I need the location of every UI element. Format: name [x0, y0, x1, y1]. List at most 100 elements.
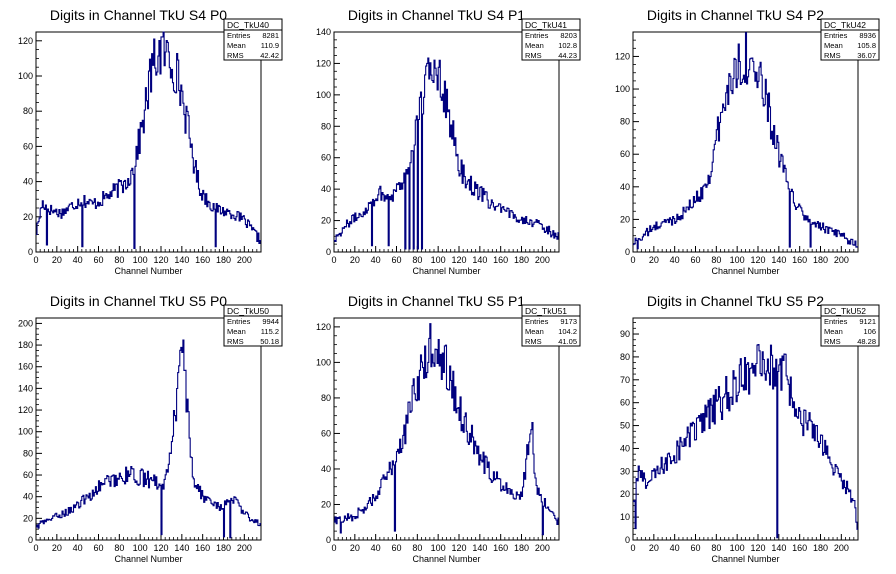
stats-row-value: 110.9 [261, 41, 279, 50]
y-zero-label: 0 [625, 535, 630, 545]
y-tick-label: 80 [23, 448, 33, 458]
x-tick-label: 0 [630, 543, 635, 553]
stats-row-label: RMS [824, 337, 841, 346]
x-tick-label: 100 [431, 543, 446, 553]
plot-frame [35, 317, 262, 541]
x-tick-label: 0 [33, 255, 38, 265]
x-tick-label: 160 [792, 543, 807, 553]
x-tick-label: 60 [690, 255, 700, 265]
x-tick-label: 200 [535, 543, 550, 553]
x-tick-label: 100 [431, 255, 446, 265]
stats-box-name: DC_TkU40 [227, 20, 269, 30]
y-tick-label: 140 [18, 383, 33, 393]
x-tick-label: 180 [514, 255, 529, 265]
x-tick-label: 40 [371, 543, 381, 553]
stats-row-label: RMS [525, 51, 542, 60]
stats-row-label: Mean [227, 327, 246, 336]
x-tick-label: 20 [52, 543, 62, 553]
x-axis-label: Channel Number [412, 554, 480, 564]
stats-box-frame [820, 304, 880, 347]
stats-row-label: RMS [227, 51, 244, 60]
stats-row-value: 102.8 [558, 41, 577, 50]
x-tick-label: 80 [114, 255, 124, 265]
stats-row-value: 115.2 [261, 327, 279, 336]
x-tick-label: 120 [451, 255, 466, 265]
stats-row-label: Entries [227, 317, 251, 326]
x-tick-label: 200 [834, 543, 849, 553]
stats-row-label: Mean [824, 41, 843, 50]
y-tick-label: 20 [23, 513, 33, 523]
stats-box-frame [521, 18, 581, 61]
stats-row-label: Entries [824, 317, 848, 326]
x-tick-label: 20 [52, 255, 62, 265]
x-tick-label: 120 [451, 543, 466, 553]
histogram-panel-5: Digits in Channel TkU S5 P20 20 40 60 80 100 1… [620, 293, 880, 564]
y-tick-label: 100 [18, 71, 33, 81]
x-tick-label: 0 [33, 543, 38, 553]
x-tick-label: 120 [750, 543, 765, 553]
y-tick-label: 20 [321, 499, 331, 509]
stats-row-value: 8936 [859, 31, 876, 40]
stats-row-value: 48.28 [857, 337, 876, 346]
x-axis-label: Channel Number [114, 554, 182, 564]
x-tick-label: 60 [93, 255, 103, 265]
stats-box-name: DC_TkU41 [525, 20, 567, 30]
x-tick-label: 40 [371, 255, 381, 265]
y-tick-label: 20 [620, 214, 630, 224]
y-tick-label: 180 [18, 340, 33, 350]
stats-row-value: 9121 [859, 317, 876, 326]
histogram-panel-0: Digits in Channel TkU S4 P0 0 20 40 60 80 100 1… [18, 7, 283, 276]
x-tick-label: 80 [412, 255, 422, 265]
x-tick-label: 40 [670, 543, 680, 553]
histogram-series-line [36, 339, 261, 539]
stats-row-value: 104.2 [558, 327, 577, 336]
x-axis-label: Channel Number [711, 266, 779, 276]
stats-row-value: 8203 [560, 31, 577, 40]
stats-row-value: 8281 [262, 31, 279, 40]
x-tick-label: 100 [133, 543, 148, 553]
stats-row-value: 106 [863, 327, 876, 336]
y-tick-label: 100 [316, 90, 331, 100]
x-tick-label: 60 [391, 543, 401, 553]
stats-row-label: Mean [824, 327, 843, 336]
histogram-series-line [334, 57, 559, 250]
histogram-series-line [334, 323, 559, 536]
panel-title: Digits in Channel TkU S4 P2 [647, 7, 824, 23]
y-tick-label: 60 [620, 398, 630, 408]
x-tick-label: 40 [73, 543, 83, 553]
stats-row-label: Entries [525, 31, 549, 40]
x-tick-label: 20 [350, 255, 360, 265]
y-tick-label: 60 [321, 153, 331, 163]
stats-row-label: Mean [525, 327, 544, 336]
y-tick-label: 60 [620, 149, 630, 159]
x-tick-label: 140 [771, 255, 786, 265]
y-tick-label: 40 [321, 184, 331, 194]
x-tick-label: 180 [216, 543, 231, 553]
x-tick-label: 60 [391, 255, 401, 265]
y-zero-label: 0 [326, 535, 331, 545]
stats-row-value: 9944 [262, 317, 279, 326]
y-tick-label: 50 [620, 421, 630, 431]
y-tick-label: 40 [23, 177, 33, 187]
y-tick-label: 120 [18, 36, 33, 46]
panel-title: Digits in Channel TkU S4 P1 [348, 7, 525, 23]
panel-title: Digits in Channel TkU S4 P0 [50, 7, 227, 23]
x-tick-label: 140 [174, 543, 189, 553]
histogram-series-line [633, 32, 858, 250]
x-tick-label: 60 [93, 543, 103, 553]
x-tick-label: 0 [630, 255, 635, 265]
stats-box-frame [521, 304, 581, 347]
x-tick-label: 180 [813, 543, 828, 553]
x-tick-label: 180 [813, 255, 828, 265]
stats-row-label: RMS [525, 337, 542, 346]
histogram-panel-1: Digits in Channel TkU S4 P1 0 20 40 60 80 100 1… [316, 7, 581, 276]
panel-title: Digits in Channel TkU S5 P2 [647, 293, 824, 309]
histogram-series-line [633, 343, 858, 539]
x-tick-label: 140 [472, 255, 487, 265]
histogram-panel-2: Digits in Channel TkU S4 P2 0 20 40 60 80 100 1… [615, 7, 880, 276]
x-tick-label: 80 [711, 255, 721, 265]
x-tick-label: 160 [493, 543, 508, 553]
stats-row-value: 42.42 [260, 51, 279, 60]
